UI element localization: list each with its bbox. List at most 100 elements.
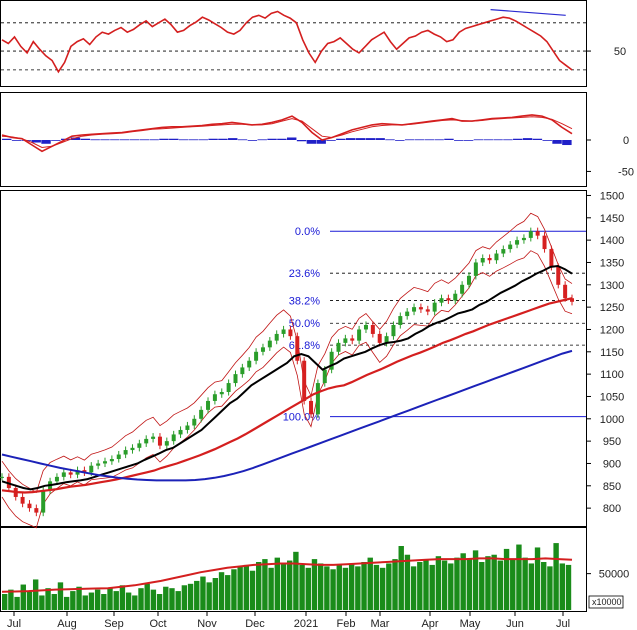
macd-histogram-bar-42 (414, 139, 425, 141)
x-tick-label-12: Jul (556, 618, 570, 630)
macd-histogram-bar-47 (463, 140, 474, 141)
macd-histogram-bar-53 (522, 138, 533, 140)
volume-bar-83 (516, 544, 522, 610)
macd-histogram-bar-4 (41, 140, 51, 144)
candle-body-28 (192, 418, 197, 426)
price-ma-red-line (1, 297, 573, 494)
price-tick-label-9: 1250 (600, 302, 624, 314)
candle-body-38 (260, 347, 265, 352)
candle-body-50 (343, 338, 348, 343)
x-tick-label-3: Oct (149, 618, 166, 630)
candle-body-33 (226, 383, 231, 392)
volume-bar-86 (534, 547, 541, 610)
volume-bar-24 (150, 589, 157, 610)
x-tick-label-4: Nov (197, 618, 217, 630)
volume-bar-89 (553, 543, 559, 610)
macd-layer (1, 114, 573, 153)
volume-bar-67 (417, 562, 423, 610)
rsi-tick-label-0: 50 (614, 46, 626, 58)
macd-histogram-bar-18 (178, 139, 189, 141)
candle-body-82 (563, 284, 568, 299)
macd-histogram-bar-31 (306, 140, 317, 144)
volume-bar-53 (330, 569, 336, 610)
candle-body-60 (412, 307, 417, 312)
macd-histogram-bar-43 (424, 139, 435, 141)
fib-label-3: 50.0% (289, 318, 320, 330)
macd-histogram-bar-38 (375, 138, 385, 140)
fib-label-1: 23.6% (289, 268, 320, 280)
candle-body-16 (109, 459, 114, 462)
volume-bar-78 (485, 556, 491, 610)
rsi-layer (1, 9, 586, 74)
price-tick-label-11: 1350 (600, 257, 624, 269)
volume-bar-1 (8, 589, 14, 610)
candle-body-51 (350, 338, 355, 341)
candle-body-14 (96, 463, 101, 466)
volume-bar-80 (497, 560, 504, 610)
volume-bar-76 (472, 550, 479, 610)
volume-bar-5 (32, 579, 39, 610)
volume-bar-36 (225, 575, 231, 610)
price-tick-label-13: 1450 (600, 213, 624, 225)
volume-bar-12 (76, 586, 82, 610)
candle-body-12 (82, 470, 87, 473)
price-tick-label-0: 800 (603, 503, 621, 515)
volume-bar-22 (138, 588, 144, 610)
volume-bar-41 (256, 562, 262, 610)
candle-body-32 (219, 392, 224, 395)
x-tick-label-2: Sep (104, 618, 124, 630)
macd-histogram-bar-51 (503, 139, 513, 141)
price-ma-black-line (1, 264, 573, 491)
price-ma-blue-line (1, 349, 573, 482)
candle-body-73 (501, 249, 506, 254)
candle-body-66 (453, 293, 458, 301)
price-tick-label-1: 850 (603, 481, 621, 493)
candle-body-20 (137, 443, 142, 448)
volume-bar-23 (144, 583, 150, 610)
volume-bar-70 (435, 556, 442, 610)
volume-bar-54 (336, 564, 342, 610)
volume-bar-43 (268, 567, 274, 610)
macd-histogram-bar-24 (237, 139, 248, 141)
x-tick-label-5: Dec (245, 618, 265, 630)
volume-bar-71 (441, 560, 448, 610)
volume-unit-label: x10000 (592, 597, 622, 607)
candle-body-63 (432, 302, 437, 312)
price-tick-label-8: 1200 (600, 324, 624, 336)
volume-bar-74 (460, 553, 466, 610)
macd-histogram-bar-46 (454, 140, 464, 141)
candle-body-11 (75, 470, 80, 475)
candle-body-47 (322, 369, 327, 384)
candle-body-1 (6, 476, 11, 489)
candle-body-15 (103, 461, 108, 464)
volume-bar-72 (448, 563, 454, 610)
candle-body-59 (405, 311, 410, 317)
macd-histogram-bar-49 (483, 139, 493, 141)
candle-body-74 (508, 244, 513, 250)
candle-body-39 (267, 340, 272, 348)
candle-body-30 (206, 400, 211, 410)
candle-body-43 (295, 336, 300, 361)
fib-label-4: 61.8% (289, 340, 320, 352)
price-layer: 0.0% 23.6% 38.2% 50.0% 61.8% 100.0% (0, 212, 586, 529)
macd-histogram-bar-26 (257, 139, 267, 141)
x-tick-label-0: Jul (7, 618, 21, 630)
volume-bar-16 (101, 594, 107, 610)
candle-body-18 (123, 450, 128, 455)
candle-body-49 (336, 342, 341, 352)
macd-histogram-bar-44 (434, 139, 444, 141)
candle-body-53 (363, 325, 368, 330)
volume-bar-87 (541, 562, 547, 610)
x-tick-label-7: Feb (337, 618, 356, 630)
candle-body-13 (89, 465, 94, 473)
candle-body-17 (116, 454, 121, 459)
macd-histogram-bar-25 (247, 140, 258, 141)
volume-bar-56 (348, 563, 355, 610)
candle-body-6 (41, 490, 46, 513)
volume-bar-77 (479, 562, 485, 610)
volume-bar-55 (342, 567, 349, 610)
macd-histogram-bar-56 (552, 140, 562, 144)
x-tick-label-1: Aug (57, 618, 77, 630)
volume-bar-82 (510, 559, 516, 610)
x-tick-label-8: Mar (371, 618, 390, 630)
